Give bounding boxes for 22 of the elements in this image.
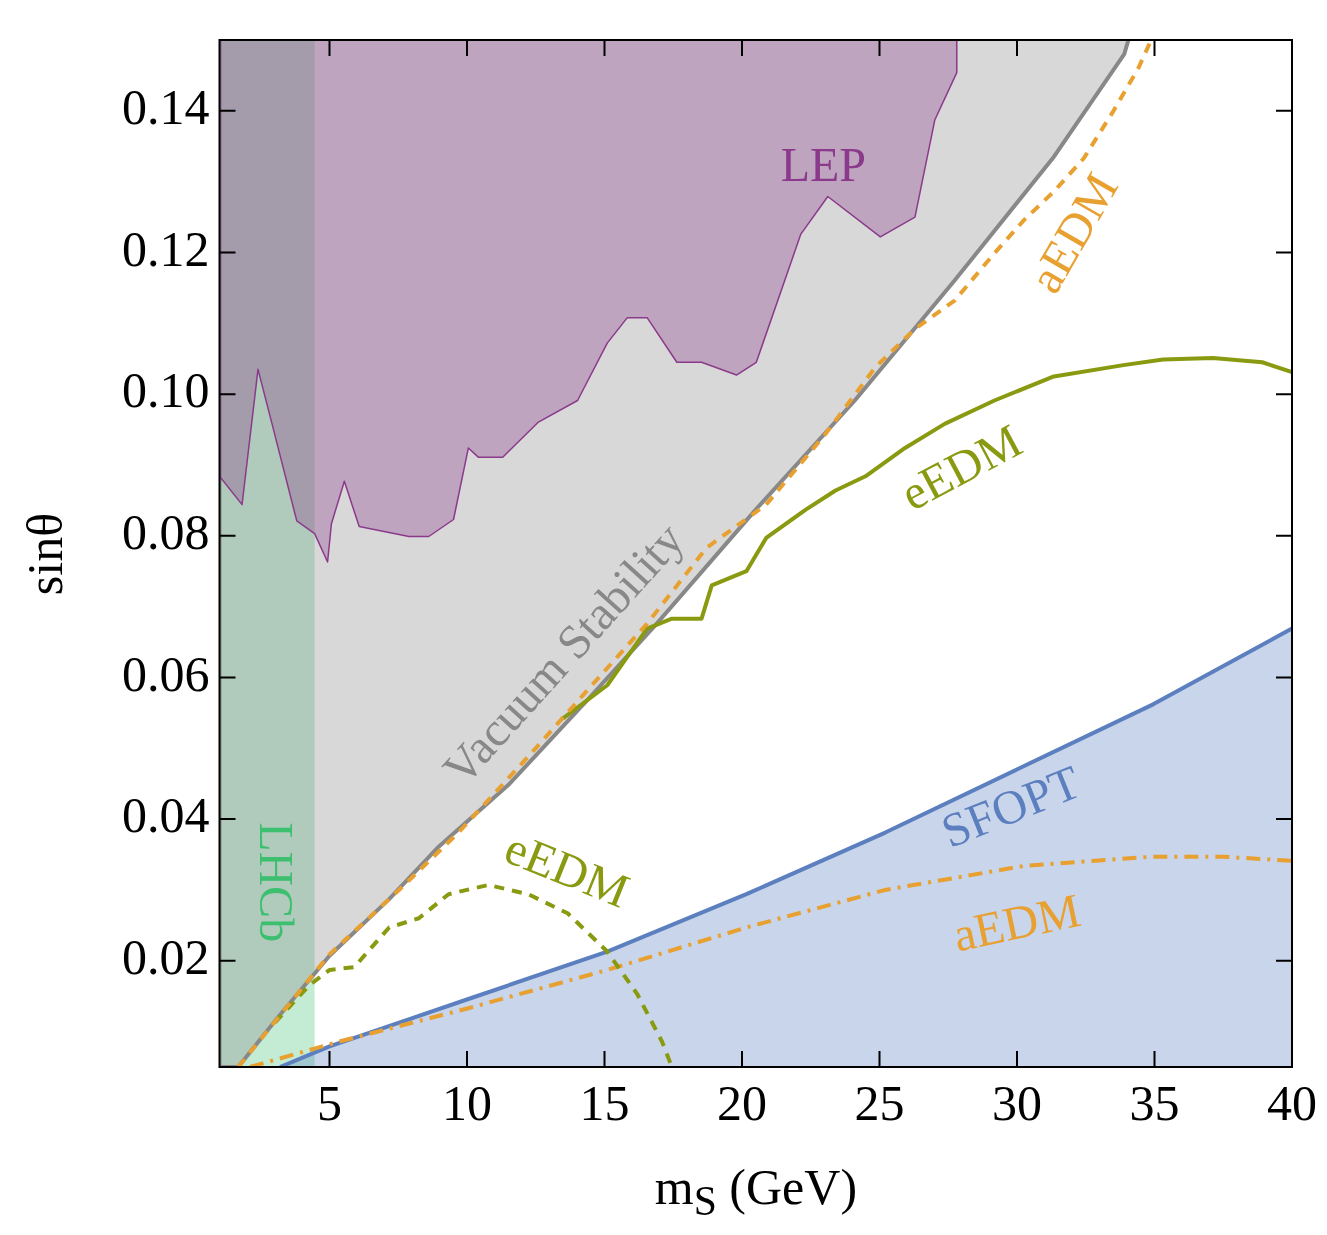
y-tick-label: 0.04 <box>122 787 210 844</box>
y-tick-label: 0.08 <box>122 503 210 560</box>
series-label: SFOPT <box>933 754 1088 858</box>
y-tick-label: 0.06 <box>122 645 210 702</box>
y-axis-title: sinθ <box>16 512 75 595</box>
x-axis-title: m$_{S}$ (GeV) <box>654 1158 858 1225</box>
x-tick-label: 25 <box>854 1075 905 1132</box>
x-tick-label: 40 <box>1267 1075 1317 1132</box>
x-tick-label: 10 <box>442 1075 492 1132</box>
x-tick-label: 30 <box>992 1075 1042 1132</box>
x-tick-label: 20 <box>717 1075 767 1132</box>
y-tick-label: 0.02 <box>122 928 210 985</box>
text: aEDM <box>948 882 1085 962</box>
band-label: LHCb <box>250 822 304 943</box>
x-tick-label: 5 <box>317 1075 342 1132</box>
y-tick-label: 0.10 <box>122 362 210 419</box>
y-tick-label: 0.12 <box>122 220 210 277</box>
text: eEDM <box>498 820 637 918</box>
x-tick-label: 15 <box>579 1075 630 1132</box>
series-label: LEP <box>780 138 866 192</box>
x-tick-label: 35 <box>1129 1075 1180 1132</box>
y-tick-label: 0.14 <box>122 78 210 135</box>
